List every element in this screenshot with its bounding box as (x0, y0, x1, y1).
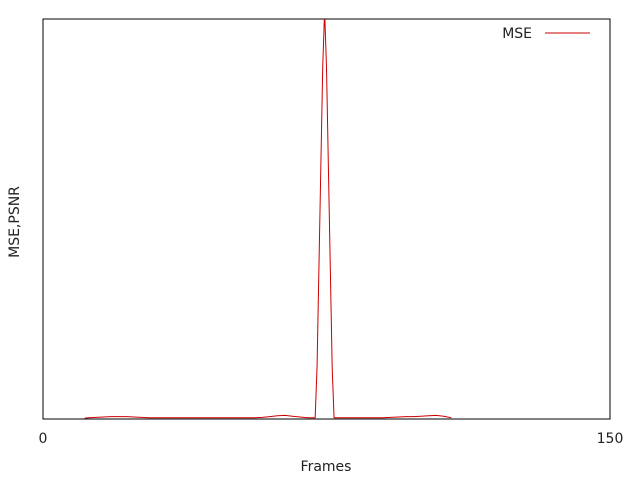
x-axis-label: Frames (301, 459, 352, 475)
plot-frame (42, 18, 611, 420)
x-ticks: 0 150 (39, 431, 624, 447)
y-axis-label: MSE,PSNR (7, 186, 23, 258)
series-line-mse (84, 19, 452, 419)
x-tick-label: 150 (597, 431, 624, 447)
x-tick-label: 0 (39, 431, 48, 447)
legend: MSE (502, 26, 590, 42)
legend-label-mse: MSE (502, 26, 532, 42)
